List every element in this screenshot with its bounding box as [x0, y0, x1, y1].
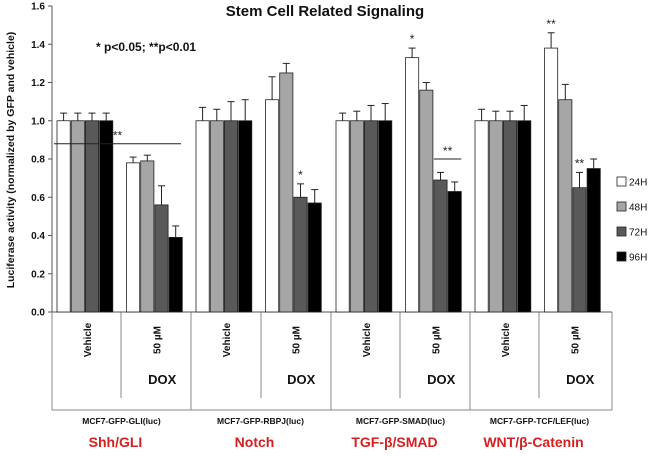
bar-96h	[307, 202, 322, 313]
bar-72h	[293, 196, 308, 313]
condition-label: Vehicle	[362, 322, 373, 357]
legend-label-96h: 96H	[629, 253, 647, 264]
y-tick-label: 0.6	[31, 193, 45, 204]
bar-96h	[447, 191, 462, 313]
y-tick-label: 0.4	[31, 231, 45, 242]
bar-72h	[572, 187, 587, 313]
bar-24h	[126, 162, 141, 313]
legend-label-48h: 48H	[629, 203, 647, 214]
bar-72h	[223, 120, 238, 313]
condition-label: Vehicle	[83, 322, 94, 357]
bar-96h	[586, 168, 601, 313]
pathway-label: Notch	[235, 434, 275, 450]
bar-96h	[517, 120, 532, 313]
condition-label: Vehicle	[501, 322, 512, 357]
condition-label: Vehicle	[222, 322, 233, 357]
y-tick-label: 0.8	[31, 155, 45, 166]
significance-note: * p<0.05; **p<0.01	[96, 40, 196, 54]
treatment-label: DOX	[427, 372, 456, 387]
pathway-label: WNT/β-Catenin	[483, 434, 583, 450]
bar-48h	[349, 120, 364, 313]
legend-label-72h: 72H	[629, 228, 647, 239]
bar-72h	[363, 120, 378, 313]
bar-72h	[433, 179, 448, 313]
bar-48h	[140, 160, 155, 313]
bar-24h	[335, 120, 350, 313]
y-tick-label: 1.2	[31, 78, 45, 89]
condition-label: 50 µM	[291, 326, 302, 354]
bar-48h	[279, 72, 294, 313]
y-tick-label: 1.6	[31, 2, 45, 13]
y-axis-label: Luciferase activity (normalized by GFP a…	[5, 32, 17, 289]
significance-bracket-label: **	[113, 129, 123, 143]
construct-label: MCF7-GFP-SMAD(luc)	[356, 416, 445, 426]
legend-swatch-96h	[616, 251, 627, 262]
y-tick-label: 0.2	[31, 269, 45, 280]
bar-96h	[99, 120, 114, 313]
bar-24h	[56, 120, 71, 313]
condition-label: 50 µM	[570, 326, 581, 354]
bar-24h	[405, 57, 420, 313]
pathway-label: TGF-β/SMAD	[351, 434, 437, 450]
treatment-label: DOX	[566, 372, 595, 387]
y-tick-label: 0.0	[31, 308, 45, 319]
bar-48h	[70, 120, 85, 313]
y-tick-label: 1.4	[31, 40, 45, 51]
bar-24h	[544, 47, 559, 313]
significance-bracket-label: **	[443, 144, 453, 158]
legend-swatch-72h	[616, 226, 627, 237]
condition-label: 50 µM	[152, 326, 163, 354]
construct-label: MCF7-GFP-GLI(luc)	[82, 416, 161, 426]
pathway-label: Shh/GLI	[89, 434, 143, 450]
condition-label: 50 µM	[431, 326, 442, 354]
significance-star: **	[546, 17, 556, 31]
significance-star: *	[410, 32, 415, 46]
significance-star: **	[575, 156, 585, 170]
bar-96h	[168, 237, 183, 313]
bar-72h	[502, 120, 517, 313]
bar-72h	[85, 120, 100, 313]
bar-48h	[209, 120, 224, 313]
bar-24h	[265, 99, 280, 313]
significance-star: *	[298, 168, 303, 182]
y-tick-label: 1.0	[31, 116, 45, 127]
bar-24h	[195, 120, 210, 313]
legend-swatch-48h	[616, 201, 627, 212]
treatment-label: DOX	[148, 372, 177, 387]
construct-label: MCF7-GFP-RBPJ(luc)	[217, 416, 304, 426]
treatment-label: DOX	[287, 372, 316, 387]
legend-label-24h: 24H	[629, 178, 647, 189]
bar-96h	[378, 120, 393, 313]
bar-72h	[154, 204, 169, 313]
legend-swatch-24h	[616, 176, 627, 187]
bar-24h	[474, 120, 489, 313]
bar-48h	[488, 120, 503, 313]
chart-title: Stem Cell Related Signaling	[226, 3, 424, 20]
construct-label: MCF7-GFP-TCF/LEF(luc)	[490, 416, 589, 426]
bar-96h	[238, 120, 253, 313]
bar-48h	[558, 99, 573, 313]
bar-48h	[419, 89, 434, 313]
